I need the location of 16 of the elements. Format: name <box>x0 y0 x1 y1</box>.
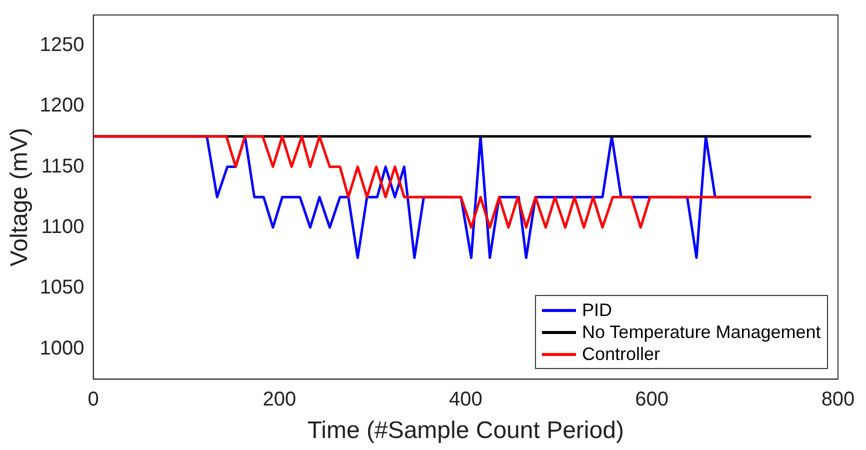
x-tick-label: 0 <box>88 388 99 411</box>
y-tick-label: 1200 <box>40 94 84 117</box>
y-tick-label: 1100 <box>41 216 84 238</box>
x-tick-label: 600 <box>635 388 669 411</box>
x-tick-label: 200 <box>262 388 296 411</box>
x-axis-title: Time (#Sample Count Period) <box>307 417 624 444</box>
y-tick-label: 1000 <box>40 337 84 360</box>
y-tick-label: 1250 <box>40 34 84 56</box>
y-tick-label: 1050 <box>40 276 84 299</box>
legend-label: PID <box>582 300 612 321</box>
y-axis-title: Voltage (mV) <box>6 128 34 266</box>
x-tick-label: 800 <box>821 388 855 411</box>
x-tick-label: 400 <box>448 388 482 411</box>
legend-label: No Temperature Management <box>582 322 821 343</box>
y-tick-label: 1150 <box>41 155 84 178</box>
legend-label: Controller <box>582 344 660 365</box>
